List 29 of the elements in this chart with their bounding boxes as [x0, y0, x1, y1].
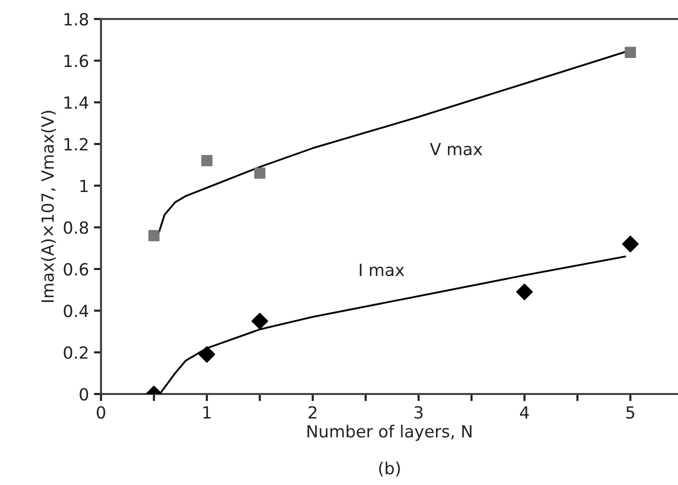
point: [624, 46, 636, 58]
point: [254, 168, 266, 179]
y-tick-label: 0.2: [64, 346, 88, 359]
x-tick-label: 3: [414, 406, 423, 419]
x-tick-label: 2: [308, 406, 316, 418]
y-tick-label: 1.8: [64, 12, 88, 26]
point: [252, 312, 268, 330]
point: [198, 346, 216, 363]
x-tick-label: 1: [203, 406, 211, 418]
point: [148, 230, 160, 242]
series-label: V max: [430, 142, 482, 156]
x-axis-title: Number of layers, N: [308, 424, 472, 441]
y-tick-label: 1.6: [64, 54, 88, 68]
point: [622, 236, 639, 252]
y-axis-title: Imax(A)×107, Vmax(V): [41, 110, 56, 302]
x-tick-label: 5: [626, 406, 634, 419]
series-label: I max: [360, 264, 404, 276]
y-tick-label: 0.4: [64, 304, 88, 318]
x-tick-label: 0: [96, 406, 106, 419]
y-tick-label: 0.6: [64, 262, 88, 276]
x-tick-label: 4: [520, 406, 529, 418]
y-tick-label: 1.2: [64, 138, 88, 150]
text: (b): [379, 462, 400, 476]
y-tick-label: 1.4: [64, 96, 88, 109]
y-tick-label: 0.8: [64, 221, 88, 234]
y-tick-label: 0: [80, 388, 88, 401]
point: [516, 284, 533, 300]
point: [201, 155, 212, 166]
y-tick-label: 1: [80, 180, 88, 192]
